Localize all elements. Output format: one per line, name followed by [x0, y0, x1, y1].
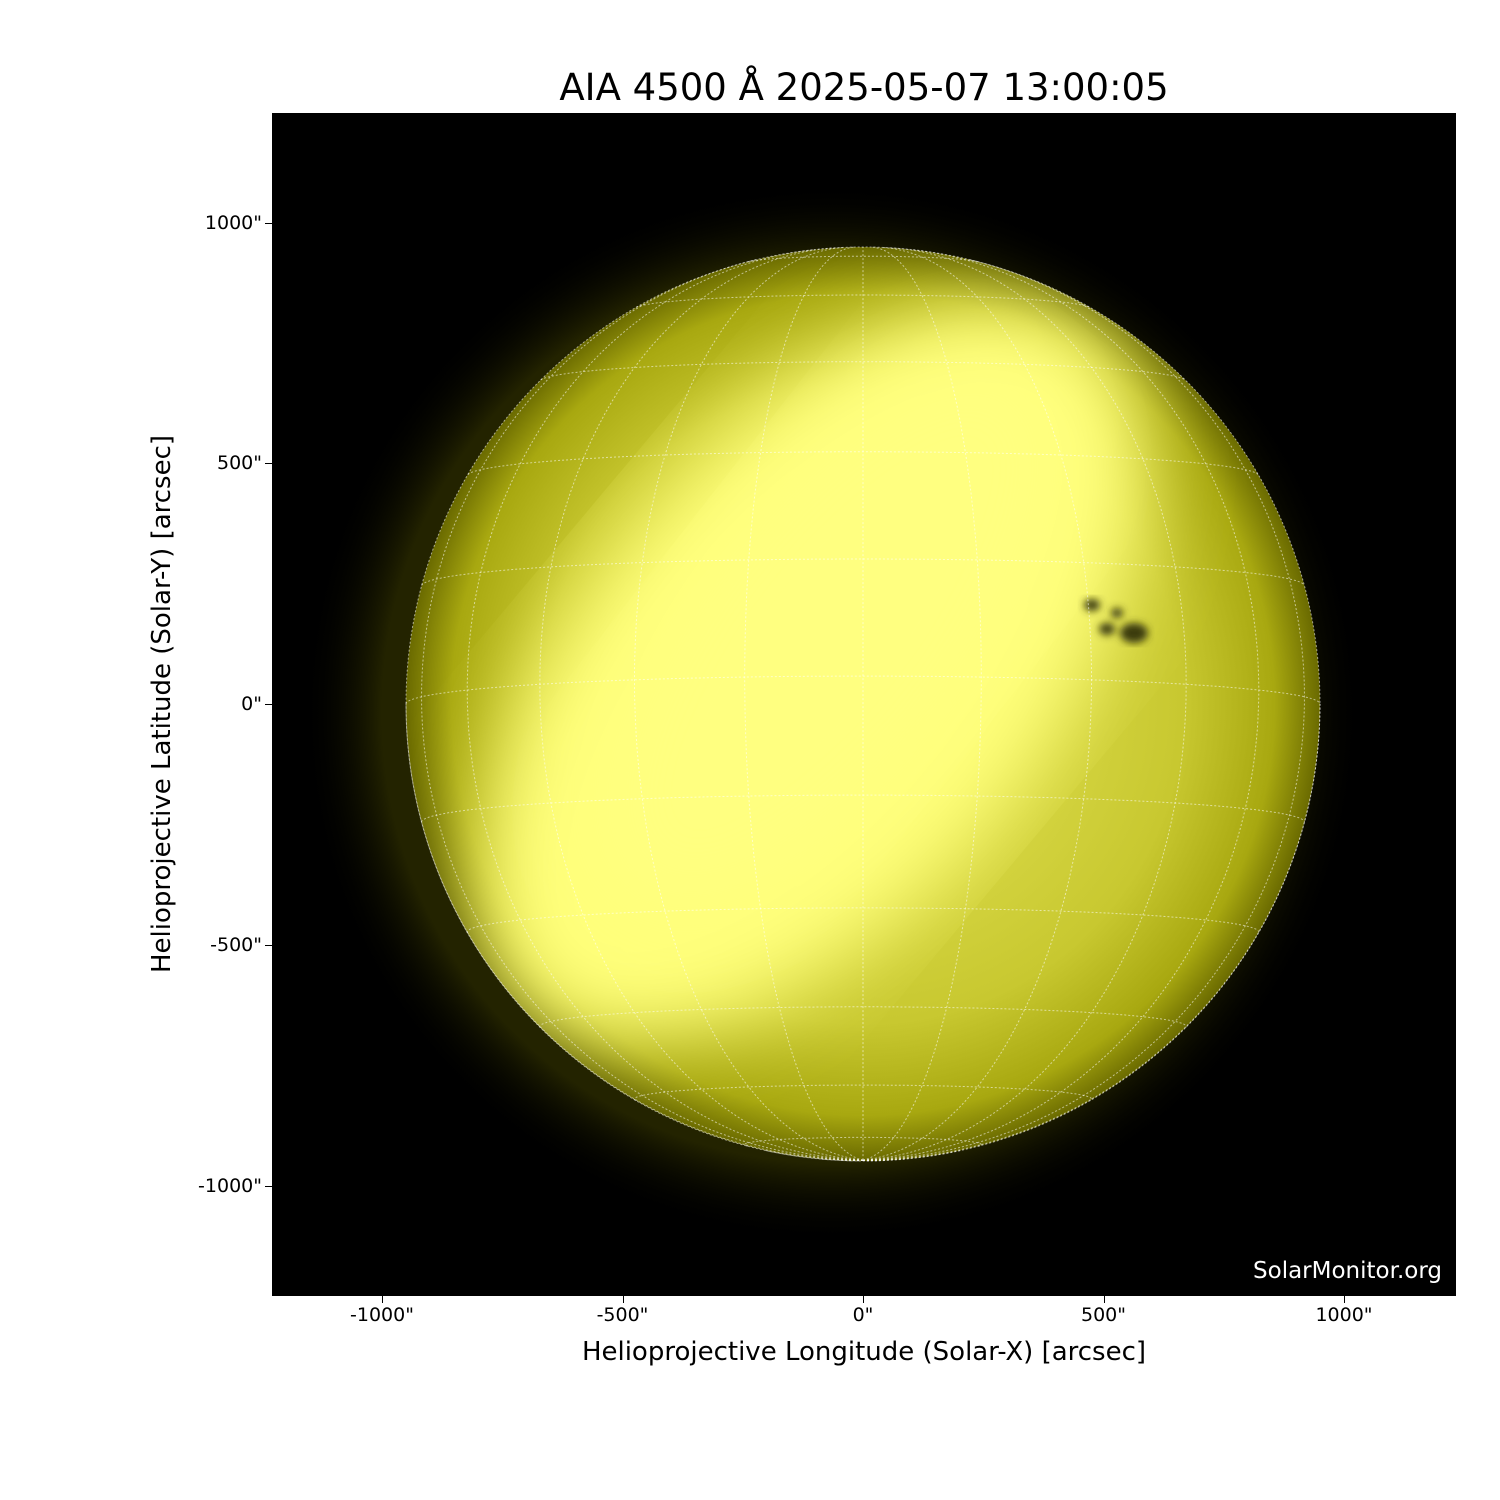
y-tick-mark	[265, 704, 272, 705]
x-tick-mark	[1103, 1296, 1105, 1303]
meridian-line	[862, 247, 1092, 1161]
meridian-line	[744, 246, 864, 1161]
solar-limb	[405, 246, 1321, 1162]
x-tick-label: 1000"	[1315, 1304, 1373, 1326]
meridian-line	[634, 247, 864, 1161]
meridian-line	[466, 249, 864, 1161]
parallel-line	[634, 1084, 1092, 1101]
meridian-line	[539, 247, 864, 1161]
meridian-line	[862, 249, 1260, 1161]
heliographic-grid	[405, 246, 1321, 1162]
meridian-line	[862, 259, 1305, 1161]
solar-image-axes: SolarMonitor.org	[272, 113, 1456, 1296]
parallel-line	[467, 451, 1259, 476]
meridian-line	[862, 246, 982, 1161]
x-tick-label: 500"	[1080, 1304, 1127, 1326]
parallel-line	[540, 361, 1186, 381]
y-tick-label: 1000"	[204, 211, 262, 234]
x-tick-mark	[622, 1296, 624, 1303]
y-tick-mark	[265, 944, 272, 946]
y-tick-mark	[265, 222, 272, 224]
y-tick-label: -500"	[210, 933, 262, 956]
x-axis-label: Helioprojective Longitude (Solar-X) [arc…	[581, 1337, 1147, 1367]
x-tick-mark	[382, 1296, 383, 1303]
y-axis-label: Helioprojective Latitude (Solar-Y) [arcs…	[147, 434, 177, 974]
x-tick-label: -1000"	[350, 1304, 414, 1326]
y-tick-mark	[265, 463, 272, 465]
x-tick-mark	[863, 1296, 864, 1303]
x-tick-label: 0"	[852, 1304, 874, 1326]
x-tick-mark	[1344, 1296, 1345, 1303]
y-tick-label: -1000"	[198, 1174, 262, 1197]
parallel-line	[405, 675, 1321, 705]
x-tick-label: -500"	[596, 1304, 649, 1326]
meridian-line	[421, 259, 864, 1161]
y-tick-label: 500"	[216, 452, 262, 475]
meridian-line	[862, 247, 1187, 1161]
plot-title: AIA 4500 Å 2025-05-07 13:00:05	[559, 66, 1169, 109]
y-tick-label: 0"	[241, 693, 262, 715]
watermark: SolarMonitor.org	[1253, 1258, 1442, 1284]
parallel-line	[421, 794, 1305, 823]
parallel-line	[421, 558, 1305, 586]
y-tick-mark	[265, 1185, 272, 1187]
parallel-line	[539, 1006, 1187, 1028]
sun-disk-image	[302, 183, 1362, 1243]
parallel-line	[744, 1136, 982, 1147]
